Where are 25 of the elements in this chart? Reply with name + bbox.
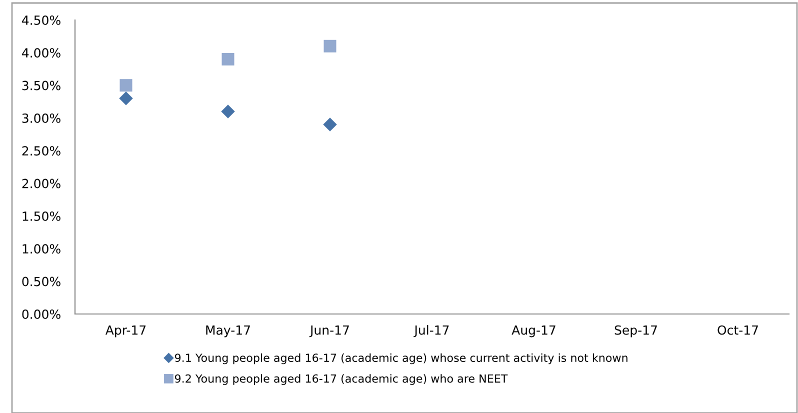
point xyxy=(119,92,133,106)
y-tick-label: 0.00% xyxy=(22,309,60,319)
legend-label: 9.2 Young people aged 16-17 (academic age) who are NEET xyxy=(174,374,508,385)
x-tick-label: May-17 xyxy=(206,325,250,338)
y-tick-label: 2.50% xyxy=(22,146,60,156)
y-tick-label: 4.00% xyxy=(22,48,60,58)
y-tick-label: 4.50% xyxy=(22,15,60,25)
x-tick-label: Apr-17 xyxy=(105,325,146,338)
x-tick-label: Aug-17 xyxy=(512,325,556,338)
point xyxy=(222,52,234,66)
y-tick-label: 0.50% xyxy=(22,276,60,286)
y-tick-label: 3.00% xyxy=(22,113,60,123)
y-tick-label: 3.50% xyxy=(22,80,60,90)
point xyxy=(120,79,132,92)
y-tick-label: 1.00% xyxy=(22,244,60,254)
y-tick-label: 2.00% xyxy=(22,178,60,188)
x-tick-label: Sep-17 xyxy=(614,325,657,338)
x-tick-label: Jun-17 xyxy=(309,325,349,338)
y-tick-label: 1.50% xyxy=(22,211,60,221)
x-tick-label: Oct-17 xyxy=(718,325,758,335)
x-tick-label: Jul-17 xyxy=(414,325,449,338)
legend-label: 9.1 Young people aged 16-17 (academic age) whose current activity is not known xyxy=(174,353,628,364)
point xyxy=(221,104,235,118)
point xyxy=(324,40,336,52)
point xyxy=(323,118,337,132)
